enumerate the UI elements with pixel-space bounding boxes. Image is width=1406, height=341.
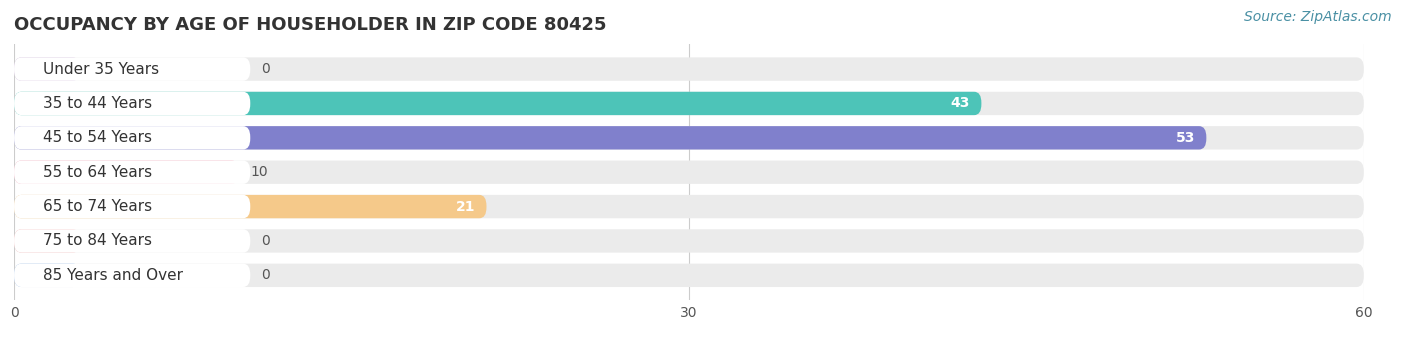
Text: 55 to 64 Years: 55 to 64 Years — [44, 165, 152, 180]
FancyBboxPatch shape — [14, 92, 1364, 115]
FancyBboxPatch shape — [14, 229, 80, 253]
Text: Under 35 Years: Under 35 Years — [44, 62, 159, 77]
FancyBboxPatch shape — [14, 126, 250, 149]
Text: 35 to 44 Years: 35 to 44 Years — [44, 96, 152, 111]
Text: OCCUPANCY BY AGE OF HOUSEHOLDER IN ZIP CODE 80425: OCCUPANCY BY AGE OF HOUSEHOLDER IN ZIP C… — [14, 16, 606, 34]
FancyBboxPatch shape — [14, 195, 250, 218]
Text: 0: 0 — [262, 234, 270, 248]
Text: 85 Years and Over: 85 Years and Over — [44, 268, 183, 283]
FancyBboxPatch shape — [14, 264, 1364, 287]
FancyBboxPatch shape — [14, 161, 250, 184]
Text: 0: 0 — [262, 62, 270, 76]
FancyBboxPatch shape — [14, 195, 1364, 218]
FancyBboxPatch shape — [14, 57, 1364, 81]
Text: 45 to 54 Years: 45 to 54 Years — [44, 130, 152, 145]
FancyBboxPatch shape — [14, 57, 250, 81]
FancyBboxPatch shape — [14, 229, 250, 253]
FancyBboxPatch shape — [14, 195, 486, 218]
Text: 75 to 84 Years: 75 to 84 Years — [44, 234, 152, 249]
FancyBboxPatch shape — [14, 161, 1364, 184]
Text: 43: 43 — [950, 97, 970, 110]
Text: 65 to 74 Years: 65 to 74 Years — [44, 199, 152, 214]
Text: 53: 53 — [1175, 131, 1195, 145]
Text: Source: ZipAtlas.com: Source: ZipAtlas.com — [1244, 10, 1392, 24]
Text: 21: 21 — [456, 199, 475, 213]
FancyBboxPatch shape — [14, 264, 80, 287]
FancyBboxPatch shape — [14, 126, 1364, 149]
FancyBboxPatch shape — [14, 264, 250, 287]
FancyBboxPatch shape — [14, 92, 981, 115]
FancyBboxPatch shape — [14, 57, 80, 81]
Text: 0: 0 — [262, 268, 270, 282]
FancyBboxPatch shape — [14, 126, 1206, 149]
FancyBboxPatch shape — [14, 229, 1364, 253]
Text: 10: 10 — [250, 165, 269, 179]
FancyBboxPatch shape — [14, 92, 250, 115]
FancyBboxPatch shape — [14, 161, 239, 184]
